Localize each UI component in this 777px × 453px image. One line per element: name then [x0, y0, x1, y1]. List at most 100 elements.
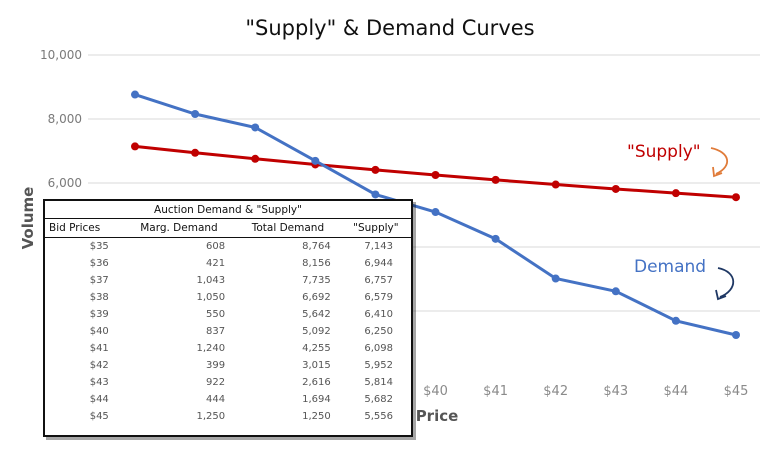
supply-point [491, 175, 500, 184]
supply-annotation: "Supply" [627, 142, 701, 162]
table-cell: 4,255 [302, 343, 331, 354]
table-cell: 6,757 [364, 275, 393, 286]
table-title: Auction Demand & "Supply" [154, 204, 302, 216]
supply-point [551, 180, 560, 189]
demand-point [251, 123, 260, 132]
y-axis-ticks: 10,000 8,000 6,000 [40, 48, 82, 190]
chart-title: "Supply" & Demand Curves [245, 16, 534, 40]
x-tick-label: $42 [543, 384, 568, 399]
x-tick-label: $45 [724, 384, 749, 399]
supply-point [611, 184, 620, 193]
table-cell: 6,098 [364, 343, 393, 354]
table-cell: 3,015 [302, 360, 331, 371]
table-cell: 6,692 [302, 292, 331, 303]
table-cell: $37 [89, 275, 109, 286]
table-row: $38 1,050 6,692 6,579 [45, 289, 411, 306]
table-cell: 6,410 [364, 309, 393, 320]
supply-point [371, 165, 380, 174]
demand-point [491, 234, 500, 243]
supply-point [732, 193, 740, 202]
table-row: $42 399 3,015 5,952 [45, 357, 411, 374]
table-cell: $35 [89, 241, 109, 252]
demand-arrow-icon [717, 267, 735, 298]
table-cell: 5,682 [364, 394, 393, 405]
table-cell: $38 [89, 292, 109, 303]
table-cell: 6,579 [364, 292, 393, 303]
table-cell: 2,616 [302, 377, 331, 388]
table-row: $40 837 5,092 6,250 [45, 323, 411, 340]
table-cell: $44 [89, 394, 109, 405]
supply-point [431, 171, 440, 179]
demand-point [191, 110, 200, 119]
table-row: $36 421 8,156 6,944 [45, 255, 411, 272]
demand-point [611, 287, 620, 296]
table-row: $43 922 2,616 5,814 [45, 374, 411, 391]
demand-point [551, 274, 560, 283]
table-cell: 1,240 [196, 343, 226, 354]
table-cell: 6,944 [364, 258, 393, 269]
table-cell: 1,250 [196, 411, 226, 422]
demand-annotation: Demand [634, 257, 706, 277]
table-cell: 922 [206, 377, 226, 388]
table-row: $37 1,043 7,735 6,757 [45, 272, 411, 289]
supply-point [131, 142, 139, 151]
table-cell: 5,952 [364, 360, 393, 371]
demand-point [131, 90, 139, 99]
table-cell: 421 [206, 258, 226, 269]
supply-point [671, 189, 680, 198]
x-tick-label: $43 [603, 384, 628, 399]
table-cell: $40 [89, 326, 109, 337]
table-cell: 5,556 [364, 411, 393, 422]
table-cell: 444 [206, 394, 226, 405]
y-axis-label: Volume [19, 187, 37, 250]
table-cell: 6,250 [364, 326, 393, 337]
table-cell: $43 [89, 377, 109, 388]
col-bid-prices: Bid Prices [45, 218, 123, 238]
table-cell: $42 [89, 360, 109, 371]
table-cell: 5,642 [302, 309, 331, 320]
supply-arrow-icon [710, 147, 728, 175]
x-tick-label: $40 [423, 384, 448, 399]
demand-point [431, 208, 440, 217]
demand-point [311, 156, 320, 165]
table-row: $35 608 8,764 7,143 [45, 238, 411, 256]
table-cell: 837 [206, 326, 226, 337]
table-cell: $45 [89, 411, 109, 422]
demand-arrowhead-icon [715, 289, 727, 301]
demand-point [732, 331, 740, 339]
series-layer [131, 90, 740, 339]
col-marg-demand: Marg. Demand [122, 218, 236, 238]
y-tick-label: 8,000 [48, 112, 82, 126]
table-cell: $36 [89, 258, 109, 269]
table-cell: 5,092 [302, 326, 331, 337]
table-cell: 5,814 [364, 377, 393, 388]
col-total-demand: Total Demand [235, 218, 341, 238]
x-tick-label: $41 [483, 384, 508, 399]
table-row: $41 1,240 4,255 6,098 [45, 340, 411, 357]
demand-point [371, 190, 380, 199]
x-tick-label: $44 [663, 384, 688, 399]
table-cell: 1,694 [302, 394, 331, 405]
table-cell: 399 [206, 360, 226, 371]
table-row: $39 550 5,642 6,410 [45, 306, 411, 323]
table-cell: $39 [89, 309, 109, 320]
supply-point [251, 154, 260, 163]
table-row: $45 1,250 1,250 5,556 [45, 408, 411, 425]
supply-arrowhead-icon [712, 166, 723, 178]
table-cell: 1,043 [196, 275, 226, 286]
col-supply: "Supply" [340, 218, 411, 238]
table-cell: 608 [206, 241, 226, 252]
x-axis-label: Price [416, 407, 459, 425]
table-cell: 8,764 [302, 241, 331, 252]
table-header-row: Bid Prices Marg. Demand Total Demand "Su… [45, 218, 411, 238]
y-tick-label: 10,000 [40, 48, 82, 62]
table-cell: 550 [206, 309, 226, 320]
table-body: $35 608 8,764 7,143 $36 421 8,156 6,944 $37 1,043… [45, 238, 411, 426]
y-tick-label: 6,000 [48, 176, 82, 190]
supply-point [191, 148, 200, 157]
table-cell: $41 [89, 343, 109, 354]
table-row: $44 444 1,694 5,682 [45, 391, 411, 408]
table-cell: 1,250 [302, 411, 331, 422]
auction-table: Auction Demand & "Supply" Bid Prices Mar… [43, 199, 413, 437]
table-cell: 8,156 [302, 258, 331, 269]
